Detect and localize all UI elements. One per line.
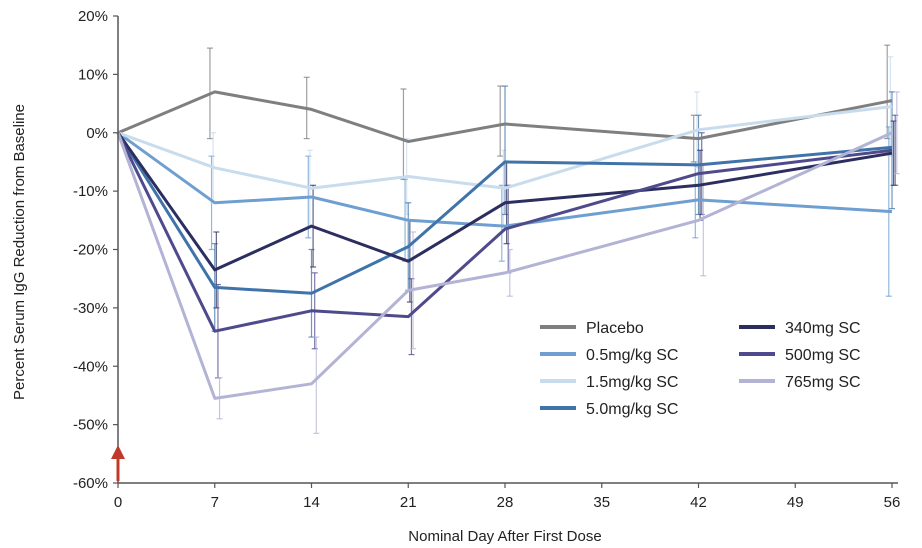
legend-entry: 5.0mg/kg SC: [586, 401, 678, 418]
legend: Placebo 0.5mg/kg SC 1.5mg/kg SC 5.0mg/kg SC…: [540, 320, 861, 418]
series-line: [117, 105, 893, 190]
legend-entry: 765mg SC: [785, 374, 861, 391]
x-tick-label: 14: [303, 494, 320, 511]
y-tick-label: -30%: [73, 300, 108, 317]
y-tick-label: -60%: [73, 475, 108, 492]
x-tick-label: 0: [114, 494, 122, 511]
y-tick-label: -40%: [73, 358, 108, 375]
x-axis-label: Nominal Day After First Dose: [408, 528, 601, 545]
arrow-head: [111, 445, 125, 459]
y-tick-label: 0%: [86, 125, 108, 142]
series-line: [116, 131, 893, 400]
legend-entry: 340mg SC: [785, 320, 861, 337]
x-tick-label: 35: [593, 494, 610, 511]
x-tick-label: 42: [690, 494, 707, 511]
y-tick-label: -10%: [73, 183, 108, 200]
y-tick-label: 20%: [78, 8, 108, 25]
series-line: [117, 90, 893, 143]
x-tick-label: 28: [497, 494, 514, 511]
x-ticks: 0 7 14 21 28 35 42 49 56: [114, 483, 901, 511]
y-tick-label: -20%: [73, 242, 108, 259]
series-lines: [116, 90, 893, 400]
x-tick-label: 21: [400, 494, 417, 511]
x-tick-label: 56: [884, 494, 901, 511]
x-tick-label: 7: [211, 494, 219, 511]
legend-entry: 500mg SC: [785, 347, 861, 364]
legend-entry: 1.5mg/kg SC: [586, 374, 678, 391]
series-line: [116, 132, 893, 333]
legend-entry: Placebo: [586, 320, 644, 337]
series-line: [117, 131, 893, 228]
y-tick-label: 10%: [78, 66, 108, 83]
x-tick-label: 49: [787, 494, 804, 511]
first-dose-arrow: [111, 445, 125, 481]
y-axis-label: Percent Serum IgG Reduction from Baselin…: [11, 104, 28, 400]
y-tick-label: -50%: [73, 417, 108, 434]
series-line: [116, 132, 893, 295]
legend-entry: 0.5mg/kg SC: [586, 347, 678, 364]
y-ticks: 20% 10% 0% -10% -20% -30% -40% -50% -60%: [73, 8, 118, 492]
series-line: [116, 131, 893, 272]
